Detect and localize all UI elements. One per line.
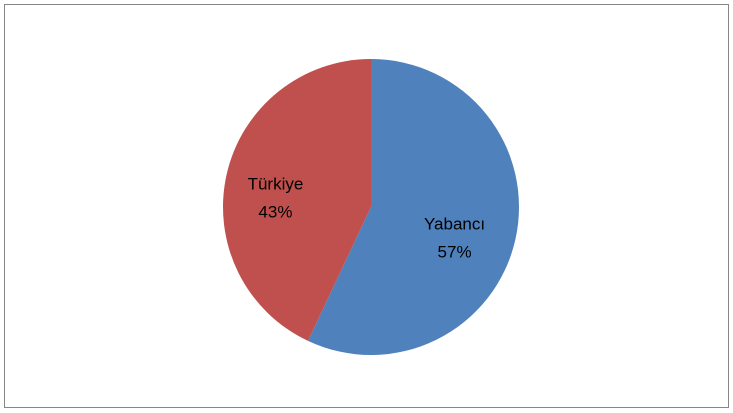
- pie-slice: [222, 59, 371, 341]
- slice-value-label: 43%: [258, 202, 292, 221]
- pie-slice: [307, 59, 519, 355]
- slice-label: Türkiye: [248, 174, 304, 193]
- slice-label: Yabancı: [424, 215, 485, 234]
- slice-value-label: 57%: [438, 243, 472, 262]
